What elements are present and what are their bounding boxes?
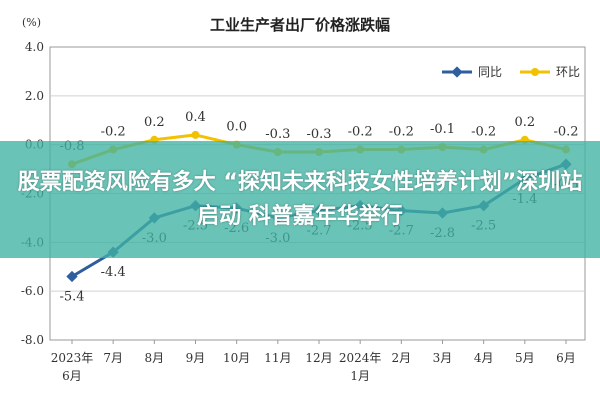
y-tick-label: -8.0 [21, 333, 44, 347]
data-label: -0.3 [265, 127, 290, 142]
data-label: -0.2 [553, 125, 578, 140]
data-label: 0.4 [185, 110, 206, 125]
data-label: -0.2 [101, 125, 126, 140]
legend-swatch-marker [531, 68, 539, 76]
x-tick-label: 7月 [103, 351, 123, 365]
x-tick-label: 8月 [145, 351, 165, 365]
x-tick-label: 5月 [515, 351, 535, 365]
x-tick-label: 6月 [62, 369, 82, 383]
x-tick-label: 9月 [186, 351, 206, 365]
data-label: -0.1 [430, 122, 455, 137]
data-label: 0.2 [144, 115, 165, 130]
x-tick-label: 2023年 [51, 351, 94, 365]
x-tick-label: 6月 [556, 351, 576, 365]
data-label: -0.3 [306, 127, 331, 142]
y-tick-label: 2.0 [25, 89, 44, 103]
x-tick-label: 1月 [350, 369, 370, 383]
legend-swatch-marker [451, 66, 463, 78]
x-tick-label: 3月 [433, 351, 453, 365]
x-tick-label: 10月 [223, 351, 250, 365]
data-label: 0.0 [226, 120, 247, 135]
data-label: -5.4 [59, 290, 84, 305]
data-label: -4.4 [101, 265, 126, 280]
overlay-banner[interactable]: 股票配资风险有多大 “探知未来科技女性培养计划”深圳站启动 科普嘉年华举行 [0, 141, 600, 258]
y-axis-label: (%) [22, 16, 41, 29]
chart-title: 工业生产者出厂价格涨跌幅 [210, 16, 390, 34]
legend-label: 同比 [478, 65, 502, 79]
banner-headline[interactable]: 股票配资风险有多大 “探知未来科技女性培养计划”深圳站启动 科普嘉年华举行 [17, 169, 583, 229]
data-label: -0.2 [348, 125, 373, 140]
x-tick-label: 11月 [264, 351, 291, 365]
data-label: -0.2 [389, 125, 414, 140]
series-point [191, 130, 200, 139]
data-label: 0.2 [514, 115, 535, 130]
y-tick-label: 4.0 [25, 40, 44, 54]
x-tick-label: 4月 [474, 351, 494, 365]
y-tick-label: -6.0 [21, 284, 44, 298]
legend-label: 环比 [556, 65, 580, 79]
data-label: -0.2 [471, 125, 496, 140]
x-tick-label: 2月 [392, 351, 412, 365]
x-tick-label: 2024年 [339, 351, 382, 365]
x-tick-label: 12月 [305, 351, 332, 365]
